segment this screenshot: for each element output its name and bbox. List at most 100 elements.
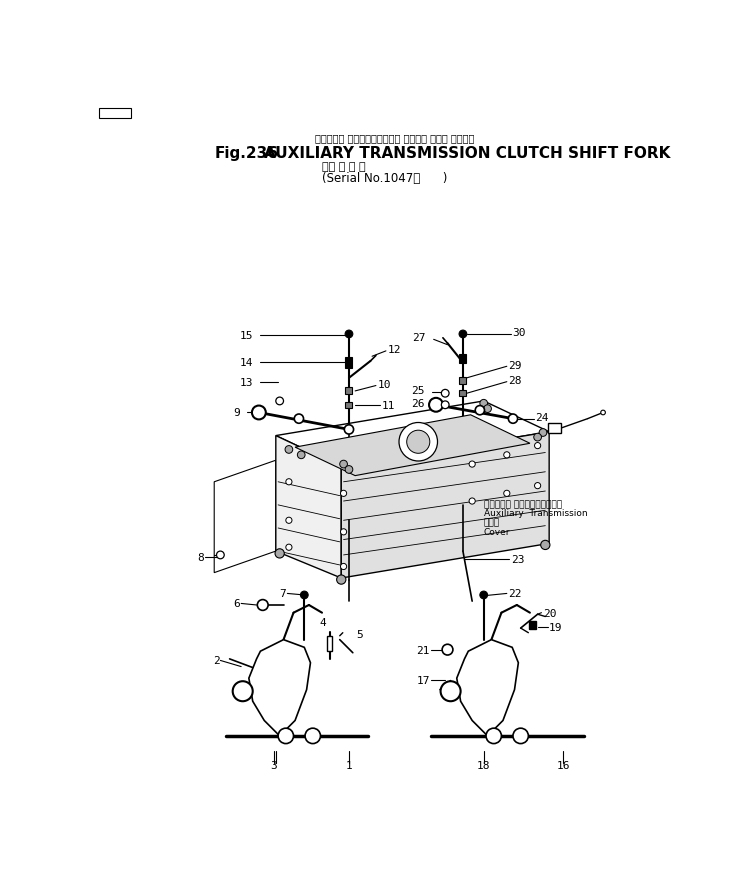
Circle shape <box>539 429 547 437</box>
Text: (Serial No.1047～      ): (Serial No.1047～ ) <box>322 172 447 185</box>
Text: オギジアリ トランスミッション: オギジアリ トランスミッション <box>484 500 562 508</box>
Text: 16: 16 <box>557 760 570 770</box>
Circle shape <box>286 544 292 551</box>
Circle shape <box>469 462 475 468</box>
Circle shape <box>286 479 292 486</box>
Text: Fig.236: Fig.236 <box>214 146 278 161</box>
Text: オギジアリ トランスミッション クラッチ シフト フォーク: オギジアリ トランスミッション クラッチ シフト フォーク <box>315 133 475 142</box>
Circle shape <box>285 446 292 454</box>
Circle shape <box>336 575 346 585</box>
Text: 6: 6 <box>233 599 240 608</box>
Text: 26: 26 <box>411 399 424 409</box>
Text: Auxiliary  Transmission: Auxiliary Transmission <box>484 508 587 517</box>
Circle shape <box>440 681 461 702</box>
Circle shape <box>341 529 347 536</box>
Circle shape <box>534 483 541 489</box>
Text: 1: 1 <box>345 760 353 770</box>
Circle shape <box>504 452 510 458</box>
Text: 12: 12 <box>388 345 401 355</box>
Circle shape <box>257 600 268 611</box>
Text: 9: 9 <box>233 408 240 418</box>
Text: 13: 13 <box>240 378 253 387</box>
Bar <box>548 423 562 434</box>
Text: 22: 22 <box>508 589 522 599</box>
Bar <box>529 622 536 630</box>
Circle shape <box>399 423 437 462</box>
Polygon shape <box>341 432 549 579</box>
Circle shape <box>480 400 487 407</box>
Text: 14: 14 <box>240 358 253 368</box>
Circle shape <box>533 434 542 442</box>
Circle shape <box>286 518 292 524</box>
Polygon shape <box>295 415 530 476</box>
Circle shape <box>295 414 304 424</box>
Text: 10: 10 <box>377 379 391 390</box>
Text: 8: 8 <box>197 552 204 563</box>
Circle shape <box>442 644 453 655</box>
Text: 25: 25 <box>411 385 424 396</box>
Circle shape <box>486 729 501 744</box>
Text: 15: 15 <box>240 331 253 341</box>
Bar <box>345 388 353 395</box>
Circle shape <box>600 411 606 415</box>
Circle shape <box>480 592 487 599</box>
Text: カバー: カバー <box>484 518 500 527</box>
Circle shape <box>340 461 347 468</box>
Text: 20: 20 <box>543 608 557 618</box>
Text: 2: 2 <box>213 656 219 666</box>
Circle shape <box>513 729 528 744</box>
Text: 23: 23 <box>510 554 525 565</box>
Text: AUXILIARY TRANSMISSION CLUTCH SHIFT FORK: AUXILIARY TRANSMISSION CLUTCH SHIFT FORK <box>264 146 670 161</box>
Polygon shape <box>276 436 341 579</box>
Bar <box>99 109 131 119</box>
Text: 3: 3 <box>270 760 277 770</box>
Text: 5: 5 <box>356 630 363 639</box>
Polygon shape <box>276 401 549 467</box>
Text: 27: 27 <box>412 333 426 342</box>
Text: 18: 18 <box>477 760 490 770</box>
Circle shape <box>233 681 253 702</box>
Circle shape <box>541 541 550 550</box>
Circle shape <box>341 564 347 570</box>
Polygon shape <box>214 461 276 573</box>
Text: 7: 7 <box>279 589 286 599</box>
Text: Cover: Cover <box>484 527 510 536</box>
Circle shape <box>345 331 353 338</box>
Text: 30: 30 <box>512 328 526 338</box>
Circle shape <box>298 451 305 459</box>
Text: 11: 11 <box>382 400 395 410</box>
Circle shape <box>407 431 430 454</box>
Circle shape <box>341 491 347 497</box>
Circle shape <box>275 549 284 558</box>
Bar <box>327 636 333 651</box>
Circle shape <box>429 399 443 413</box>
Circle shape <box>508 414 518 424</box>
Text: 17: 17 <box>417 676 430 686</box>
Circle shape <box>504 491 510 497</box>
Circle shape <box>217 551 224 559</box>
Circle shape <box>469 499 475 505</box>
Text: 24: 24 <box>535 413 549 422</box>
Text: 4: 4 <box>320 617 327 627</box>
Circle shape <box>252 407 266 420</box>
Circle shape <box>484 406 491 413</box>
Polygon shape <box>248 640 310 736</box>
Circle shape <box>278 729 294 744</box>
Bar <box>460 355 466 363</box>
Polygon shape <box>457 640 519 736</box>
Circle shape <box>344 425 353 435</box>
Circle shape <box>345 466 353 474</box>
Circle shape <box>459 331 466 338</box>
Circle shape <box>276 398 283 406</box>
Text: 21: 21 <box>417 645 430 655</box>
Circle shape <box>441 401 449 409</box>
Bar <box>460 378 466 385</box>
Circle shape <box>534 443 541 450</box>
Text: 28: 28 <box>508 376 522 385</box>
Circle shape <box>441 390 449 398</box>
Bar <box>345 357 353 369</box>
Bar <box>345 402 353 408</box>
Circle shape <box>475 407 484 415</box>
Bar <box>460 391 466 397</box>
Circle shape <box>305 729 321 744</box>
